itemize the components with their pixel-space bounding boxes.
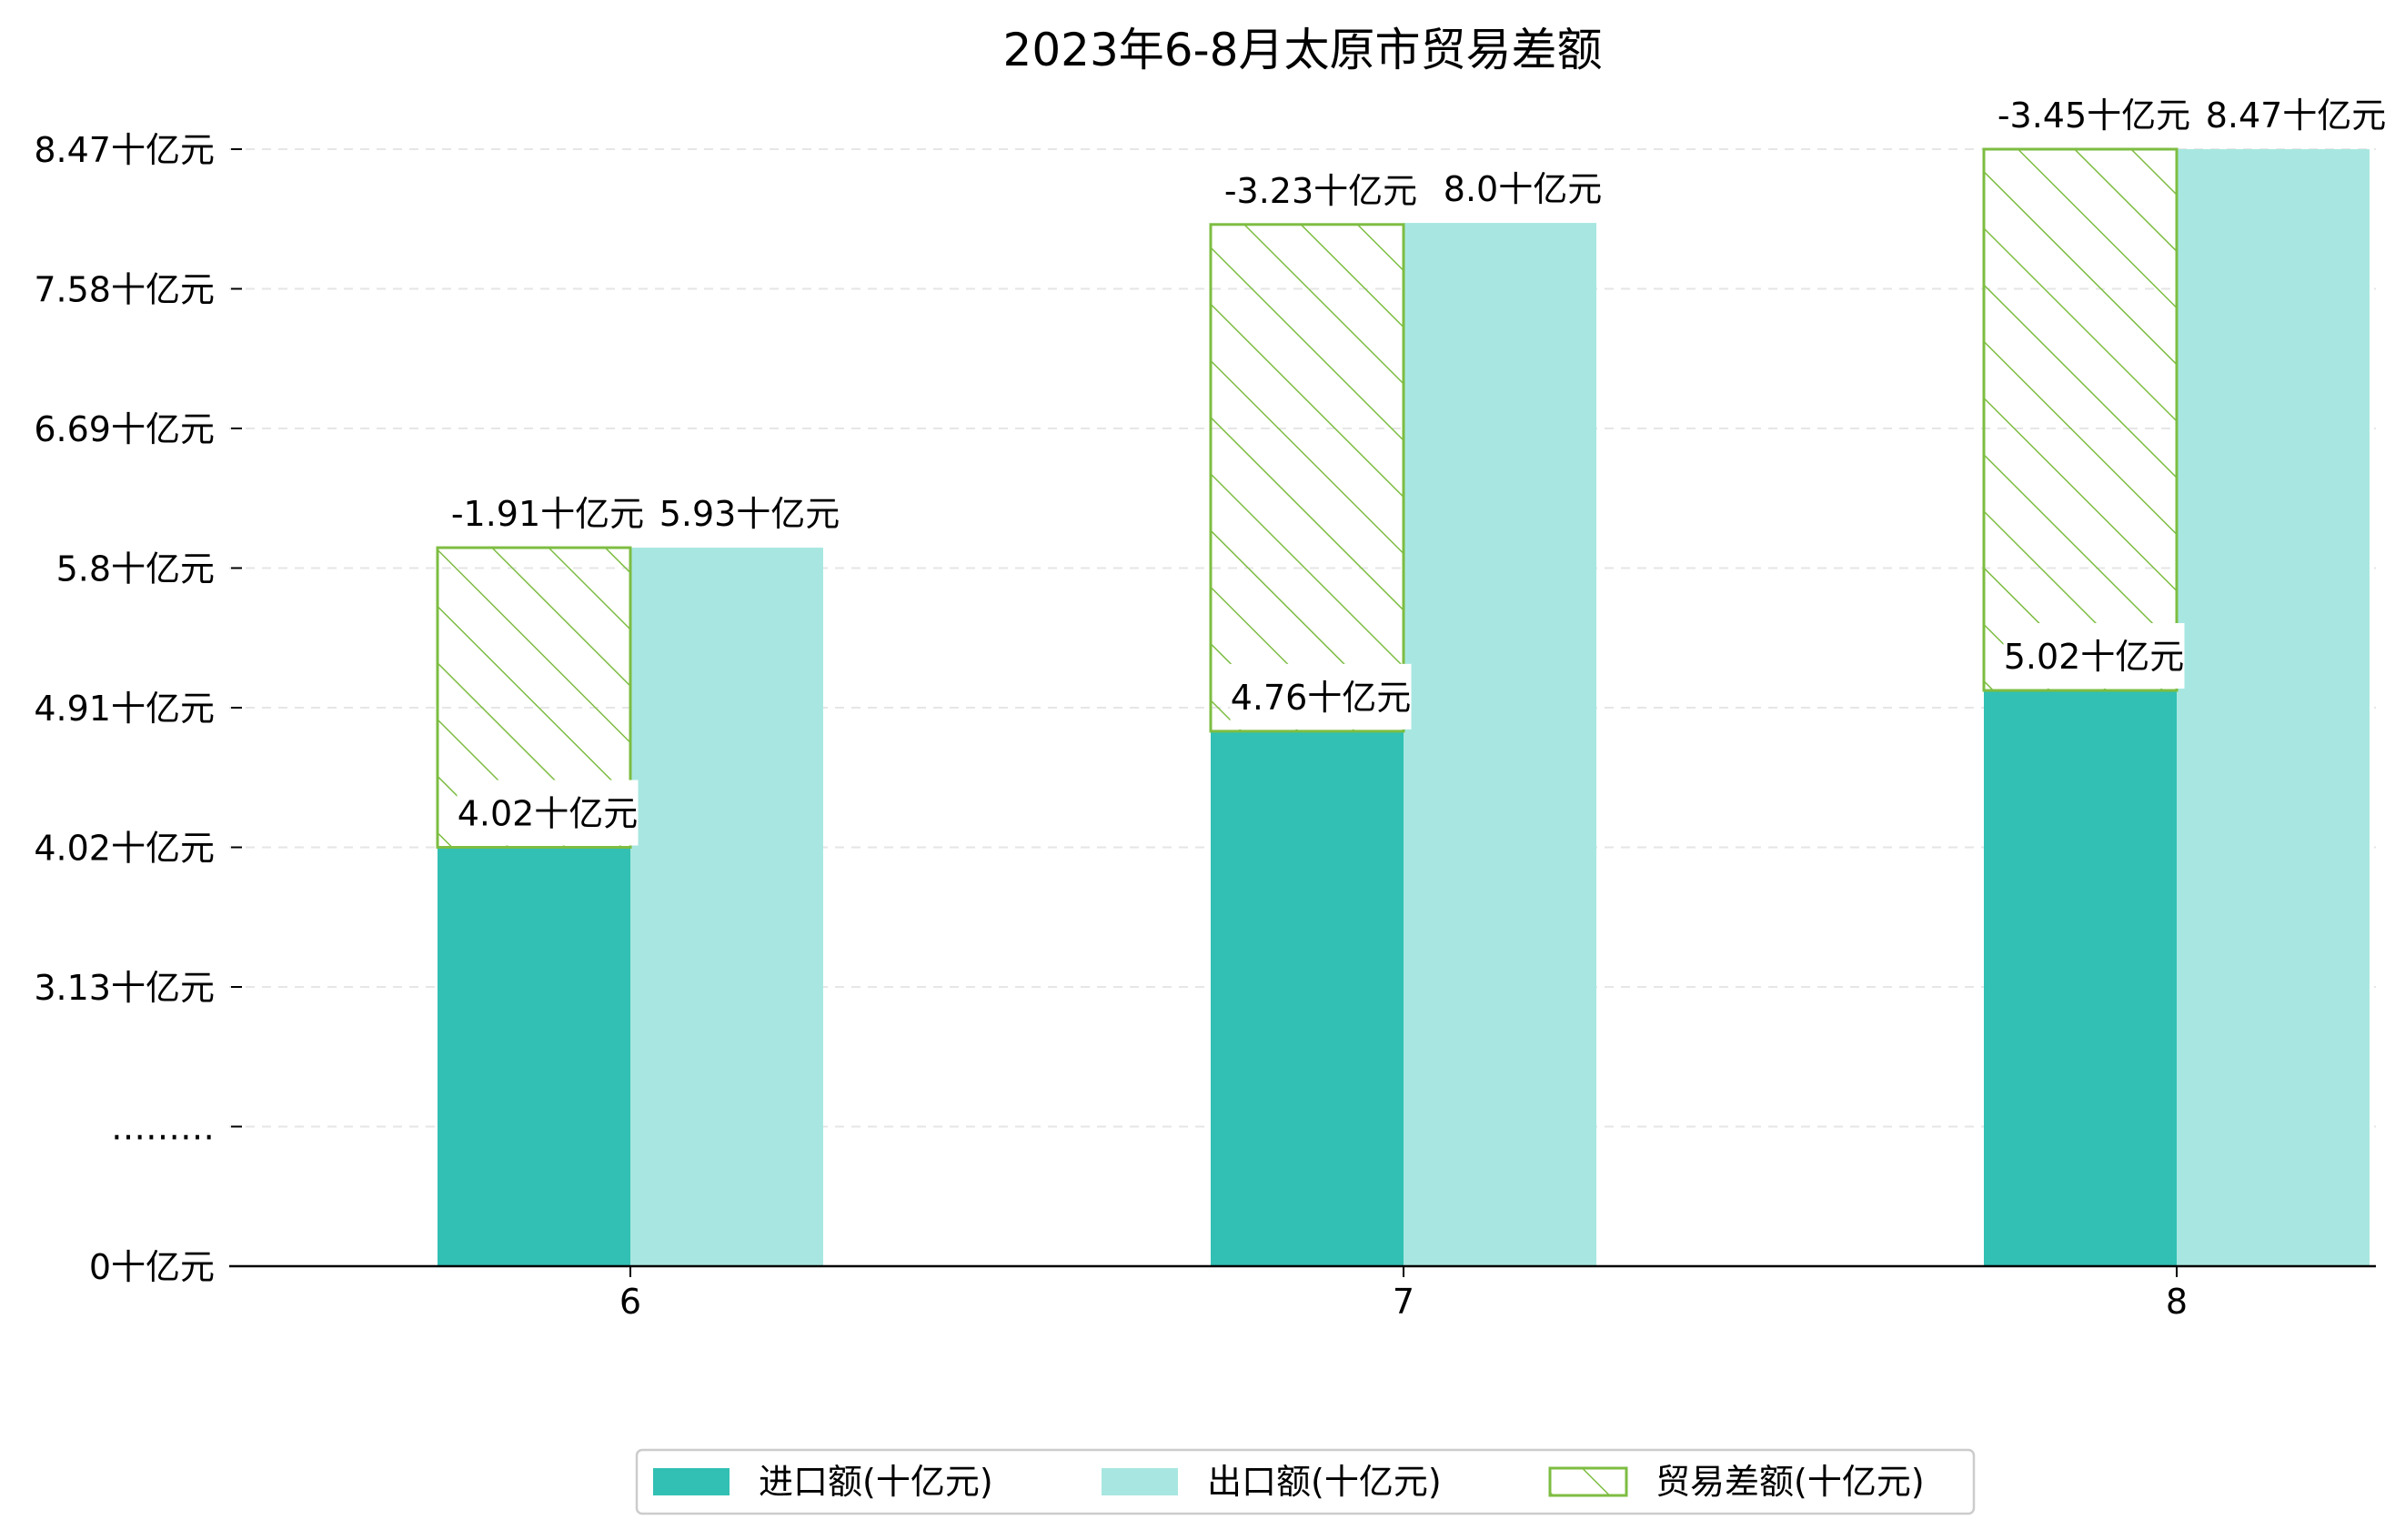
x-tick-label: 6 xyxy=(619,1282,641,1322)
y-tick-label: 3.13十亿元 xyxy=(34,968,215,1008)
balance-value-label: -1.91十亿元 xyxy=(451,494,644,534)
export-bar xyxy=(2177,149,2370,1266)
export-value-label: 8.0十亿元 xyxy=(1444,169,1602,209)
export-value-label: 5.93十亿元 xyxy=(659,494,840,534)
chart-title: 2023年6-8月太原市贸易差额 xyxy=(1003,24,1603,76)
legend-swatch xyxy=(653,1468,730,1495)
import-bar xyxy=(1984,690,2177,1266)
legend: 进口额(十亿元) 出口额(十亿元) 贸易差额(十亿元) xyxy=(637,1450,1974,1514)
import-value-label: 5.02十亿元 xyxy=(2004,637,2185,677)
y-tick-label: 8.47十亿元 xyxy=(34,130,215,170)
import-bar xyxy=(438,848,630,1267)
export-bar xyxy=(1404,223,1596,1266)
y-tick-label: 5.8十亿元 xyxy=(56,549,215,589)
legend-label: 进口额(十亿元) xyxy=(759,1462,993,1502)
y-tick-label: 4.91十亿元 xyxy=(34,689,215,729)
y-tick-label: 7.58十亿元 xyxy=(34,270,215,310)
legend-label: 出口额(十亿元) xyxy=(1207,1462,1442,1502)
legend-swatch xyxy=(1550,1468,1626,1495)
legend-swatch xyxy=(1102,1468,1178,1495)
import-value-label: 4.76十亿元 xyxy=(1231,678,1412,718)
balance-value-label: -3.45十亿元 xyxy=(1998,96,2190,136)
trade-balance-bar xyxy=(1211,225,1404,731)
x-tick-label: 8 xyxy=(2166,1282,2188,1322)
trade-balance-bar xyxy=(1984,149,2177,690)
balance-value-label: -3.23十亿元 xyxy=(1224,171,1417,211)
y-tick-label: 0十亿元 xyxy=(89,1247,215,1287)
import-value-label: 4.02十亿元 xyxy=(458,794,639,834)
y-tick-label: 4.02十亿元 xyxy=(34,829,215,869)
y-tick-label: ……… xyxy=(111,1108,215,1148)
legend-label: 贸易差额(十亿元) xyxy=(1655,1462,1925,1502)
export-bar xyxy=(630,548,823,1266)
import-bar xyxy=(1211,731,1404,1266)
x-tick-label: 7 xyxy=(1393,1282,1414,1322)
y-tick-label: 6.69十亿元 xyxy=(34,409,215,449)
export-value-label: 8.47十亿元 xyxy=(2206,96,2385,136)
